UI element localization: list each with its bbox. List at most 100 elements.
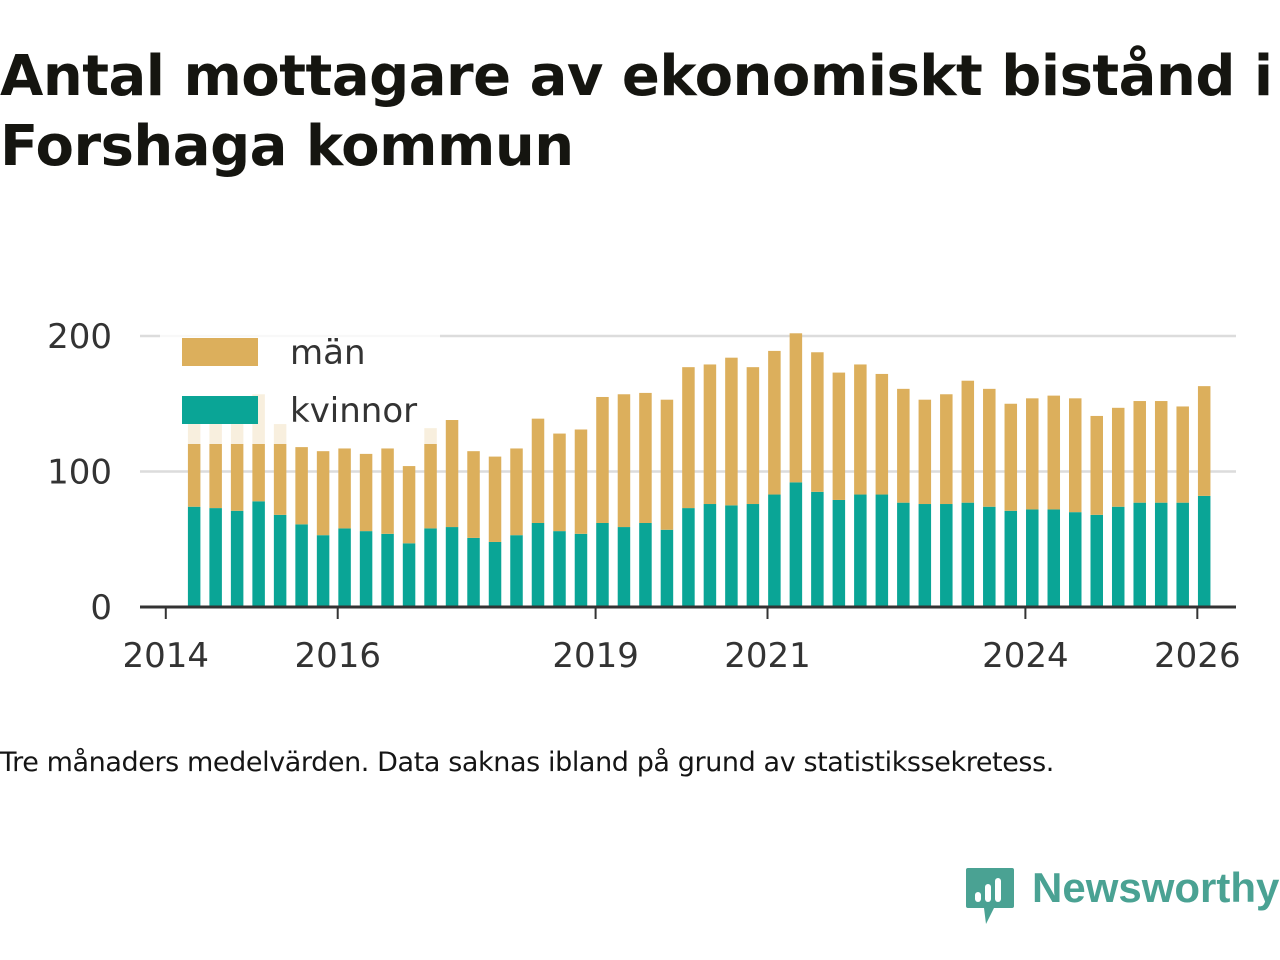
bar-kvinnor[interactable] <box>1111 506 1125 607</box>
bar-kvinnor[interactable] <box>316 535 330 607</box>
bar-kvinnor[interactable] <box>703 504 717 607</box>
bar-man[interactable] <box>381 448 394 534</box>
bar-man[interactable] <box>703 364 717 505</box>
bar-man[interactable] <box>1047 395 1061 510</box>
bar-kvinnor[interactable] <box>983 506 996 607</box>
bar-kvinnor[interactable] <box>918 504 932 607</box>
bar-kvinnor[interactable] <box>381 533 394 607</box>
bar-kvinnor[interactable] <box>1069 512 1082 607</box>
bar-kvinnor[interactable] <box>1047 509 1061 607</box>
bar-man[interactable] <box>789 333 803 483</box>
bar-kvinnor[interactable] <box>338 528 351 607</box>
bar-kvinnor[interactable] <box>1004 510 1018 607</box>
bar-kvinnor[interactable] <box>445 527 459 607</box>
bar-man[interactable] <box>402 466 416 544</box>
bar-man[interactable] <box>875 373 889 495</box>
bar-kvinnor[interactable] <box>811 491 824 607</box>
bar-man[interactable] <box>682 367 695 509</box>
bar-man[interactable] <box>725 357 738 506</box>
bar-kvinnor[interactable] <box>1176 502 1189 607</box>
legend-label-kvinnor[interactable]: kvinnor <box>290 391 417 431</box>
bar-man[interactable] <box>897 388 910 503</box>
x-tick-label: 2016 <box>294 636 381 676</box>
bar-kvinnor[interactable] <box>359 531 373 607</box>
bar-kvinnor[interactable] <box>725 505 738 607</box>
bar-kvinnor[interactable] <box>682 508 695 607</box>
bar-man[interactable] <box>424 428 437 529</box>
bar-kvinnor[interactable] <box>424 528 437 607</box>
bar-kvinnor[interactable] <box>295 524 308 607</box>
bar-man[interactable] <box>1069 398 1082 513</box>
bar-kvinnor[interactable] <box>1154 502 1168 607</box>
bar-kvinnor[interactable] <box>553 531 566 607</box>
bar-man[interactable] <box>1133 401 1146 503</box>
bar-kvinnor[interactable] <box>1197 495 1211 607</box>
bar-man[interactable] <box>488 456 502 542</box>
bar-kvinnor[interactable] <box>488 541 502 607</box>
bar-man[interactable] <box>811 352 824 492</box>
bar-man[interactable] <box>295 447 308 525</box>
bar-man[interactable] <box>617 394 631 528</box>
bar-kvinnor[interactable] <box>230 510 244 607</box>
bar-man[interactable] <box>1004 403 1018 511</box>
bar-kvinnor[interactable] <box>1026 509 1039 607</box>
bar-man[interactable] <box>467 451 480 538</box>
bar-man[interactable] <box>746 367 760 505</box>
bar-man[interactable] <box>1090 415 1103 515</box>
bar-man[interactable] <box>531 418 545 523</box>
bar-kvinnor[interactable] <box>961 502 975 607</box>
bar-kvinnor[interactable] <box>187 506 201 607</box>
bar-kvinnor[interactable] <box>273 514 287 607</box>
bar-man[interactable] <box>1111 407 1125 507</box>
legend-label-man[interactable]: män <box>290 333 366 373</box>
bar-kvinnor[interactable] <box>940 504 953 607</box>
bar-man[interactable] <box>1154 401 1168 503</box>
bar-man[interactable] <box>574 429 588 534</box>
bar-kvinnor[interactable] <box>789 482 803 607</box>
bar-man[interactable] <box>961 380 975 503</box>
bar-kvinnor[interactable] <box>252 501 265 607</box>
bar-kvinnor[interactable] <box>467 537 480 607</box>
bar-kvinnor[interactable] <box>617 527 631 607</box>
bar-kvinnor[interactable] <box>768 494 781 607</box>
bar-kvinnor[interactable] <box>596 522 609 607</box>
chart-caption: Tre månaders medelvärden. Data saknas ib… <box>0 747 1054 778</box>
bar-man[interactable] <box>553 433 566 532</box>
bar-man[interactable] <box>316 451 330 536</box>
legend-swatch-man <box>182 338 258 366</box>
bar-man[interactable] <box>768 350 781 495</box>
bar-kvinnor[interactable] <box>1133 502 1146 607</box>
bar-kvinnor[interactable] <box>1090 514 1103 607</box>
bar-kvinnor[interactable] <box>639 522 652 607</box>
bar-man[interactable] <box>940 394 953 505</box>
bar-man[interactable] <box>660 399 674 530</box>
bar-man[interactable] <box>832 372 846 500</box>
bar-man[interactable] <box>639 392 652 523</box>
bar-kvinnor[interactable] <box>875 494 889 607</box>
bar-man[interactable] <box>273 424 287 515</box>
bar-man[interactable] <box>510 448 523 536</box>
bar-kvinnor[interactable] <box>574 533 588 607</box>
bar-man[interactable] <box>230 424 244 511</box>
bar-man[interactable] <box>359 453 373 532</box>
bar-kvinnor[interactable] <box>897 502 910 607</box>
bar-man[interactable] <box>596 396 609 523</box>
bar-kvinnor[interactable] <box>660 529 674 607</box>
bar-man[interactable] <box>1176 406 1189 503</box>
bar-kvinnor[interactable] <box>832 499 846 607</box>
bar-kvinnor[interactable] <box>402 543 416 607</box>
bar-kvinnor[interactable] <box>510 535 523 607</box>
bar-man[interactable] <box>338 448 351 529</box>
bar-man[interactable] <box>983 388 996 507</box>
bar-man[interactable] <box>445 420 459 528</box>
bar-man[interactable] <box>918 399 932 505</box>
bar-kvinnor[interactable] <box>531 522 545 607</box>
bar-kvinnor[interactable] <box>209 508 222 607</box>
bar-man[interactable] <box>1197 386 1211 496</box>
bar-man[interactable] <box>854 364 867 495</box>
bar-kvinnor[interactable] <box>746 504 760 607</box>
bar-kvinnor[interactable] <box>854 494 867 607</box>
newsworthy-brand[interactable]: Newsworthy <box>964 864 1280 926</box>
x-tick-label: 2026 <box>1154 636 1241 676</box>
bar-man[interactable] <box>1026 398 1039 510</box>
